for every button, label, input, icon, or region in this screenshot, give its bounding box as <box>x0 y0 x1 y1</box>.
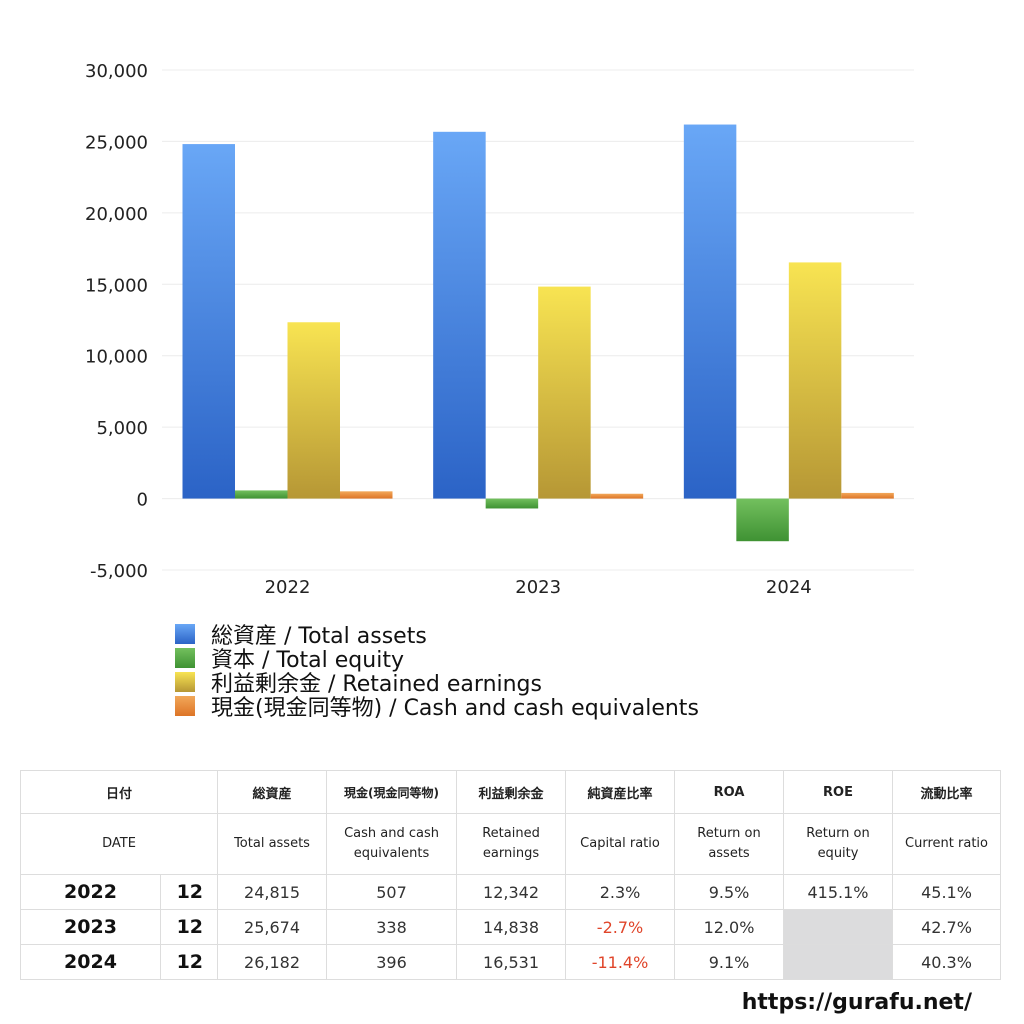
y-tick-label: 5,000 <box>96 418 148 439</box>
bars <box>182 124 894 542</box>
bar <box>433 131 486 499</box>
y-tick-label: 30,000 <box>85 61 148 82</box>
table-row: 2024 12 26,182 396 16,531 -11.4% 9.1% 40… <box>20 944 1002 980</box>
bar <box>683 124 737 499</box>
header-cash-jp: 現金(現金同等物) <box>326 770 458 814</box>
y-tick-label: 25,000 <box>85 132 148 153</box>
legend-label: 総資産 / Total assets <box>211 624 427 649</box>
table-row: 2023 12 25,674 338 14,838 -2.7% 12.0% 42… <box>20 909 1002 945</box>
legend-swatch <box>175 696 195 716</box>
header-date-en: DATE <box>19 813 219 875</box>
row-month: 12 <box>159 909 219 945</box>
site-url[interactable]: https://gurafu.net/ <box>741 990 972 1015</box>
legend-item-total-equity: 資本 / Total equity <box>175 646 699 673</box>
cell-roa: 9.5% <box>674 874 785 910</box>
financial-table: 日付 総資産 現金(現金同等物) 利益剰余金 純資産比率 ROA ROE 流動比… <box>19 770 1002 980</box>
header-date-jp: 日付 <box>19 770 219 814</box>
legend-label: 利益剰余金 / Retained earnings <box>211 672 542 697</box>
bar <box>788 262 842 499</box>
header-roa-en: Return on assets <box>674 813 785 875</box>
cell-retained: 14,838 <box>456 909 567 945</box>
y-axis-ticks: 30,000 25,000 20,000 15,000 10,000 5,000 0 -5,0… <box>85 61 148 582</box>
legend-swatch <box>175 672 195 692</box>
cell-cash: 338 <box>326 909 458 945</box>
cell-capital-ratio: 2.3% <box>565 874 676 910</box>
legend-item-total-assets: 総資産 / Total assets <box>175 622 699 649</box>
y-tick-label: 10,000 <box>85 347 148 368</box>
header-total-assets-en: Total assets <box>217 813 328 875</box>
row-month: 12 <box>159 874 219 910</box>
cell-total-assets: 26,182 <box>217 944 328 980</box>
bar <box>590 493 644 499</box>
legend-label: 資本 / Total equity <box>211 648 404 673</box>
y-tick-label: 20,000 <box>85 204 148 225</box>
row-year: 2024 <box>20 944 161 980</box>
x-tick-label: 2023 <box>515 577 561 598</box>
legend-swatch <box>175 648 195 668</box>
legend-item-retained-earnings: 利益剰余金 / Retained earnings <box>175 670 699 697</box>
cell-roe: 415.1% <box>783 874 894 910</box>
legend-item-cash: 現金(現金同等物) / Cash and cash equivalents <box>175 694 699 721</box>
header-total-assets-jp: 総資産 <box>217 770 328 814</box>
bar <box>736 498 789 542</box>
row-month: 12 <box>159 944 219 980</box>
bar <box>340 491 393 499</box>
cell-roe <box>783 944 894 980</box>
bar <box>538 286 591 499</box>
cell-roa: 9.1% <box>674 944 785 980</box>
header-current-ratio-en: Current ratio <box>892 813 1002 875</box>
cell-current-ratio: 42.7% <box>892 909 1002 945</box>
cell-cash: 396 <box>326 944 458 980</box>
header-capital-ratio-jp: 純資産比率 <box>565 770 676 814</box>
cell-retained: 12,342 <box>456 874 567 910</box>
header-roe-en: Return on equity <box>783 813 894 875</box>
header-cash-en: Cash and cash equivalents <box>326 813 458 875</box>
header-roa-jp: ROA <box>674 770 785 814</box>
bar <box>841 492 894 499</box>
table-header-en: DATE Total assets Cash and cash equivale… <box>19 813 1002 875</box>
cell-capital-ratio: -2.7% <box>565 909 676 945</box>
row-year: 2023 <box>20 909 161 945</box>
cell-total-assets: 24,815 <box>217 874 328 910</box>
header-retained-en: Retained earnings <box>456 813 567 875</box>
legend-label: 現金(現金同等物) / Cash and cash equivalents <box>211 696 699 721</box>
cell-roa: 12.0% <box>674 909 785 945</box>
cell-retained: 16,531 <box>456 944 567 980</box>
cell-total-assets: 25,674 <box>217 909 328 945</box>
legend: 総資産 / Total assets 資本 / Total equity 利益剰… <box>175 622 699 721</box>
bar <box>235 490 288 499</box>
x-tick-label: 2024 <box>766 577 812 598</box>
header-current-ratio-jp: 流動比率 <box>892 770 1002 814</box>
y-tick-label: 15,000 <box>85 275 148 296</box>
cell-current-ratio: 45.1% <box>892 874 1002 910</box>
header-capital-ratio-en: Capital ratio <box>565 813 676 875</box>
cell-roe <box>783 909 894 945</box>
header-retained-jp: 利益剰余金 <box>456 770 567 814</box>
y-tick-label: 0 <box>137 490 148 511</box>
row-year: 2022 <box>20 874 161 910</box>
bar <box>287 322 340 499</box>
y-tick-label: -5,000 <box>90 561 148 582</box>
cell-cash: 507 <box>326 874 458 910</box>
x-axis-ticks: 2022 2023 2024 <box>265 577 812 598</box>
header-roe-jp: ROE <box>783 770 894 814</box>
x-tick-label: 2022 <box>265 577 311 598</box>
table-header-jp: 日付 総資産 現金(現金同等物) 利益剰余金 純資産比率 ROA ROE 流動比… <box>19 770 1002 814</box>
legend-swatch <box>175 624 195 644</box>
grid-lines <box>162 69 914 571</box>
table-row: 2022 12 24,815 507 12,342 2.3% 9.5% 415.… <box>20 874 1002 910</box>
bar-chart: 30,000 25,000 20,000 15,000 10,000 5,000 0 -5,0… <box>85 61 914 598</box>
bar <box>485 498 539 509</box>
cell-current-ratio: 40.3% <box>892 944 1002 980</box>
cell-capital-ratio: -11.4% <box>565 944 676 980</box>
bar <box>182 144 235 499</box>
